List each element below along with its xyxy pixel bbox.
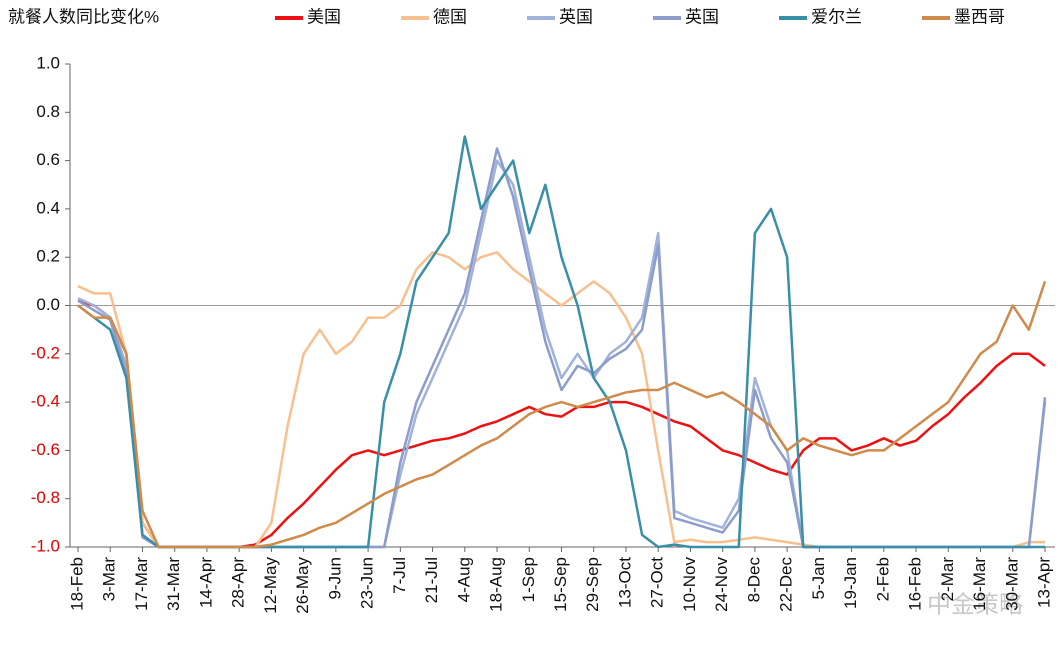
chart-title: 就餐人数同比变化% (8, 7, 159, 26)
x-tick-label: 8-Dec (744, 557, 763, 603)
x-tick-label: 4-Aug (454, 557, 473, 602)
legend-label: 墨西哥 (954, 7, 1005, 26)
y-tick-label: -0.4 (31, 392, 60, 411)
x-tick-label: 1-Sep (519, 557, 538, 602)
legend-label: 爱尔兰 (811, 7, 862, 26)
x-tick-label: 30-Mar (1002, 557, 1021, 611)
y-tick-label: -1.0 (31, 536, 60, 555)
legend-label: 美国 (307, 7, 341, 26)
x-tick-label: 17-Mar (132, 557, 151, 611)
y-tick-label: -0.2 (31, 343, 60, 362)
y-tick-label: -0.8 (31, 488, 60, 507)
legend-label: 德国 (433, 7, 467, 26)
x-tick-label: 26-May (293, 557, 312, 614)
y-tick-label: 0.6 (36, 150, 60, 169)
x-tick-label: 14-Apr (196, 557, 215, 608)
x-tick-label: 13-Oct (615, 557, 634, 608)
y-tick-label: 1.0 (36, 53, 60, 72)
x-tick-label: 12-May (261, 557, 280, 614)
x-tick-label: 10-Nov (680, 557, 699, 612)
legend-label: 英国 (685, 7, 719, 26)
x-tick-label: 16-Feb (906, 557, 925, 611)
y-tick-label: 0.4 (36, 198, 60, 217)
x-tick-label: 3-Mar (100, 557, 119, 602)
x-tick-label: 5-Jan (809, 557, 828, 600)
y-tick-label: -0.6 (31, 440, 60, 459)
x-tick-label: 18-Feb (67, 557, 86, 611)
series-line (77, 135, 1045, 549)
y-tick-label: 0.0 (36, 295, 60, 314)
x-tick-label: 31-Mar (164, 557, 183, 611)
x-tick-label: 7-Jul (390, 557, 409, 594)
series-line (77, 251, 1045, 549)
series-line (77, 280, 1047, 549)
x-tick-label: 19-Jan (841, 557, 860, 609)
x-tick-label: 9-Jun (325, 557, 344, 600)
series-line (77, 147, 1047, 549)
x-tick-label: 23-Jun (358, 557, 377, 609)
x-tick-label: 18-Aug (487, 557, 506, 612)
watermark: 中金策略 (927, 591, 1023, 618)
x-tick-label: 24-Nov (712, 557, 731, 612)
legend-label: 英国 (559, 7, 593, 26)
x-tick-label: 28-Apr (229, 557, 248, 608)
x-tick-label: 29-Sep (583, 557, 602, 612)
x-tick-label: 2-Feb (873, 557, 892, 601)
x-tick-label: 21-Jul (422, 557, 441, 603)
x-tick-label: 27-Oct (648, 557, 667, 608)
x-tick-label: 2-Mar (938, 557, 957, 602)
x-tick-label: 22-Dec (777, 557, 796, 612)
y-tick-label: 0.8 (36, 102, 60, 121)
series-line (77, 299, 1046, 549)
x-tick-label: 16-Mar (970, 557, 989, 611)
series-line (77, 159, 1047, 549)
x-tick-label: 13-Apr (1034, 557, 1053, 608)
x-tick-label: 15-Sep (551, 557, 570, 612)
y-tick-label: 0.2 (36, 247, 60, 266)
